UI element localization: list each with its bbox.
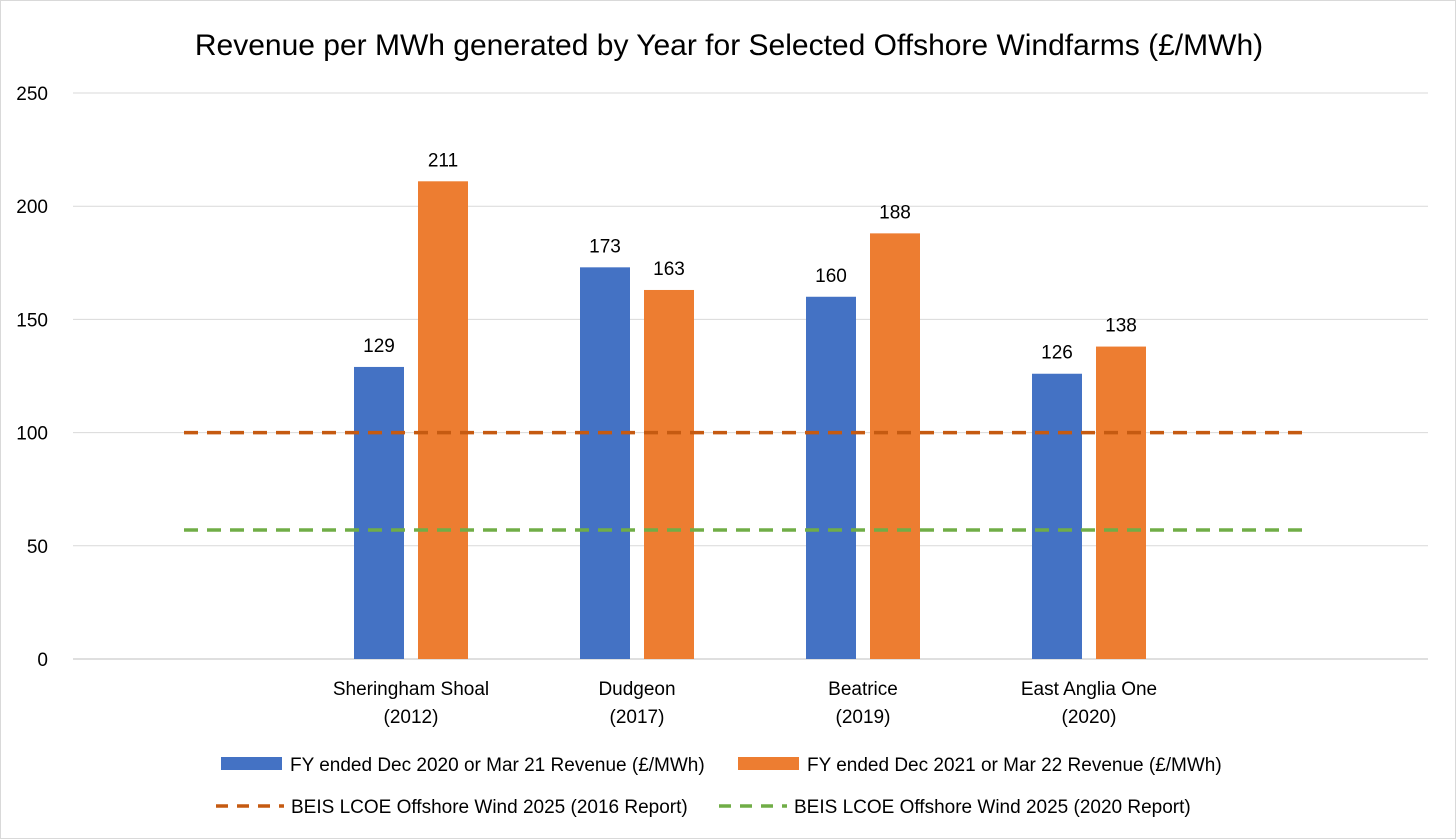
data-label: 163	[653, 259, 685, 280]
y-tick-label: 50	[27, 537, 48, 558]
bar	[870, 233, 920, 660]
category-label: East Anglia One	[1021, 679, 1157, 700]
data-label: 129	[363, 336, 395, 357]
category-label: Beatrice	[828, 679, 898, 700]
bar	[644, 289, 694, 659]
category-label: (2012)	[384, 707, 439, 728]
bar	[354, 366, 404, 659]
y-tick-label: 250	[16, 84, 48, 105]
bars	[354, 181, 1146, 660]
y-axis-ticks: 0 50 100 150 200 250	[16, 84, 48, 671]
chart-title: Revenue per MWh generated by Year for Se…	[195, 29, 1263, 62]
category-label: (2019)	[836, 707, 891, 728]
data-label: 160	[815, 266, 847, 287]
category-label: Sheringham Shoal	[333, 679, 489, 700]
data-label: 173	[589, 236, 621, 257]
legend-swatch	[738, 757, 799, 770]
data-labels: 129 173 160 126 211 163 188 138	[363, 150, 1137, 363]
data-label: 138	[1105, 316, 1137, 337]
category-label: Dudgeon	[598, 679, 675, 700]
legend-label: BEIS LCOE Offshore Wind 2025 (2016 Repor…	[291, 797, 688, 818]
bar	[580, 267, 630, 659]
gridlines	[73, 92, 1428, 660]
category-label: (2020)	[1062, 707, 1117, 728]
bar	[1096, 346, 1146, 659]
bar	[1032, 373, 1082, 659]
data-label: 126	[1041, 343, 1073, 364]
legend-label: BEIS LCOE Offshore Wind 2025 (2020 Repor…	[794, 797, 1191, 818]
legend-swatch	[221, 757, 282, 770]
bar	[418, 181, 468, 659]
y-tick-label: 100	[16, 424, 48, 445]
data-label: 188	[879, 202, 911, 223]
legend-label: FY ended Dec 2021 or Mar 22 Revenue (£/M…	[807, 755, 1222, 776]
legend: FY ended Dec 2020 or Mar 21 Revenue (£/M…	[216, 755, 1222, 818]
y-tick-label: 0	[37, 650, 48, 671]
data-label: 211	[428, 150, 458, 171]
legend-label: FY ended Dec 2020 or Mar 21 Revenue (£/M…	[290, 755, 705, 776]
bar	[806, 296, 856, 659]
reference-lines	[184, 430, 1311, 532]
category-labels: Sheringham Shoal (2012) Dudgeon (2017) Beatr…	[333, 679, 1157, 728]
y-tick-label: 150	[16, 310, 48, 331]
category-label: (2017)	[610, 707, 665, 728]
y-tick-label: 200	[16, 197, 48, 218]
